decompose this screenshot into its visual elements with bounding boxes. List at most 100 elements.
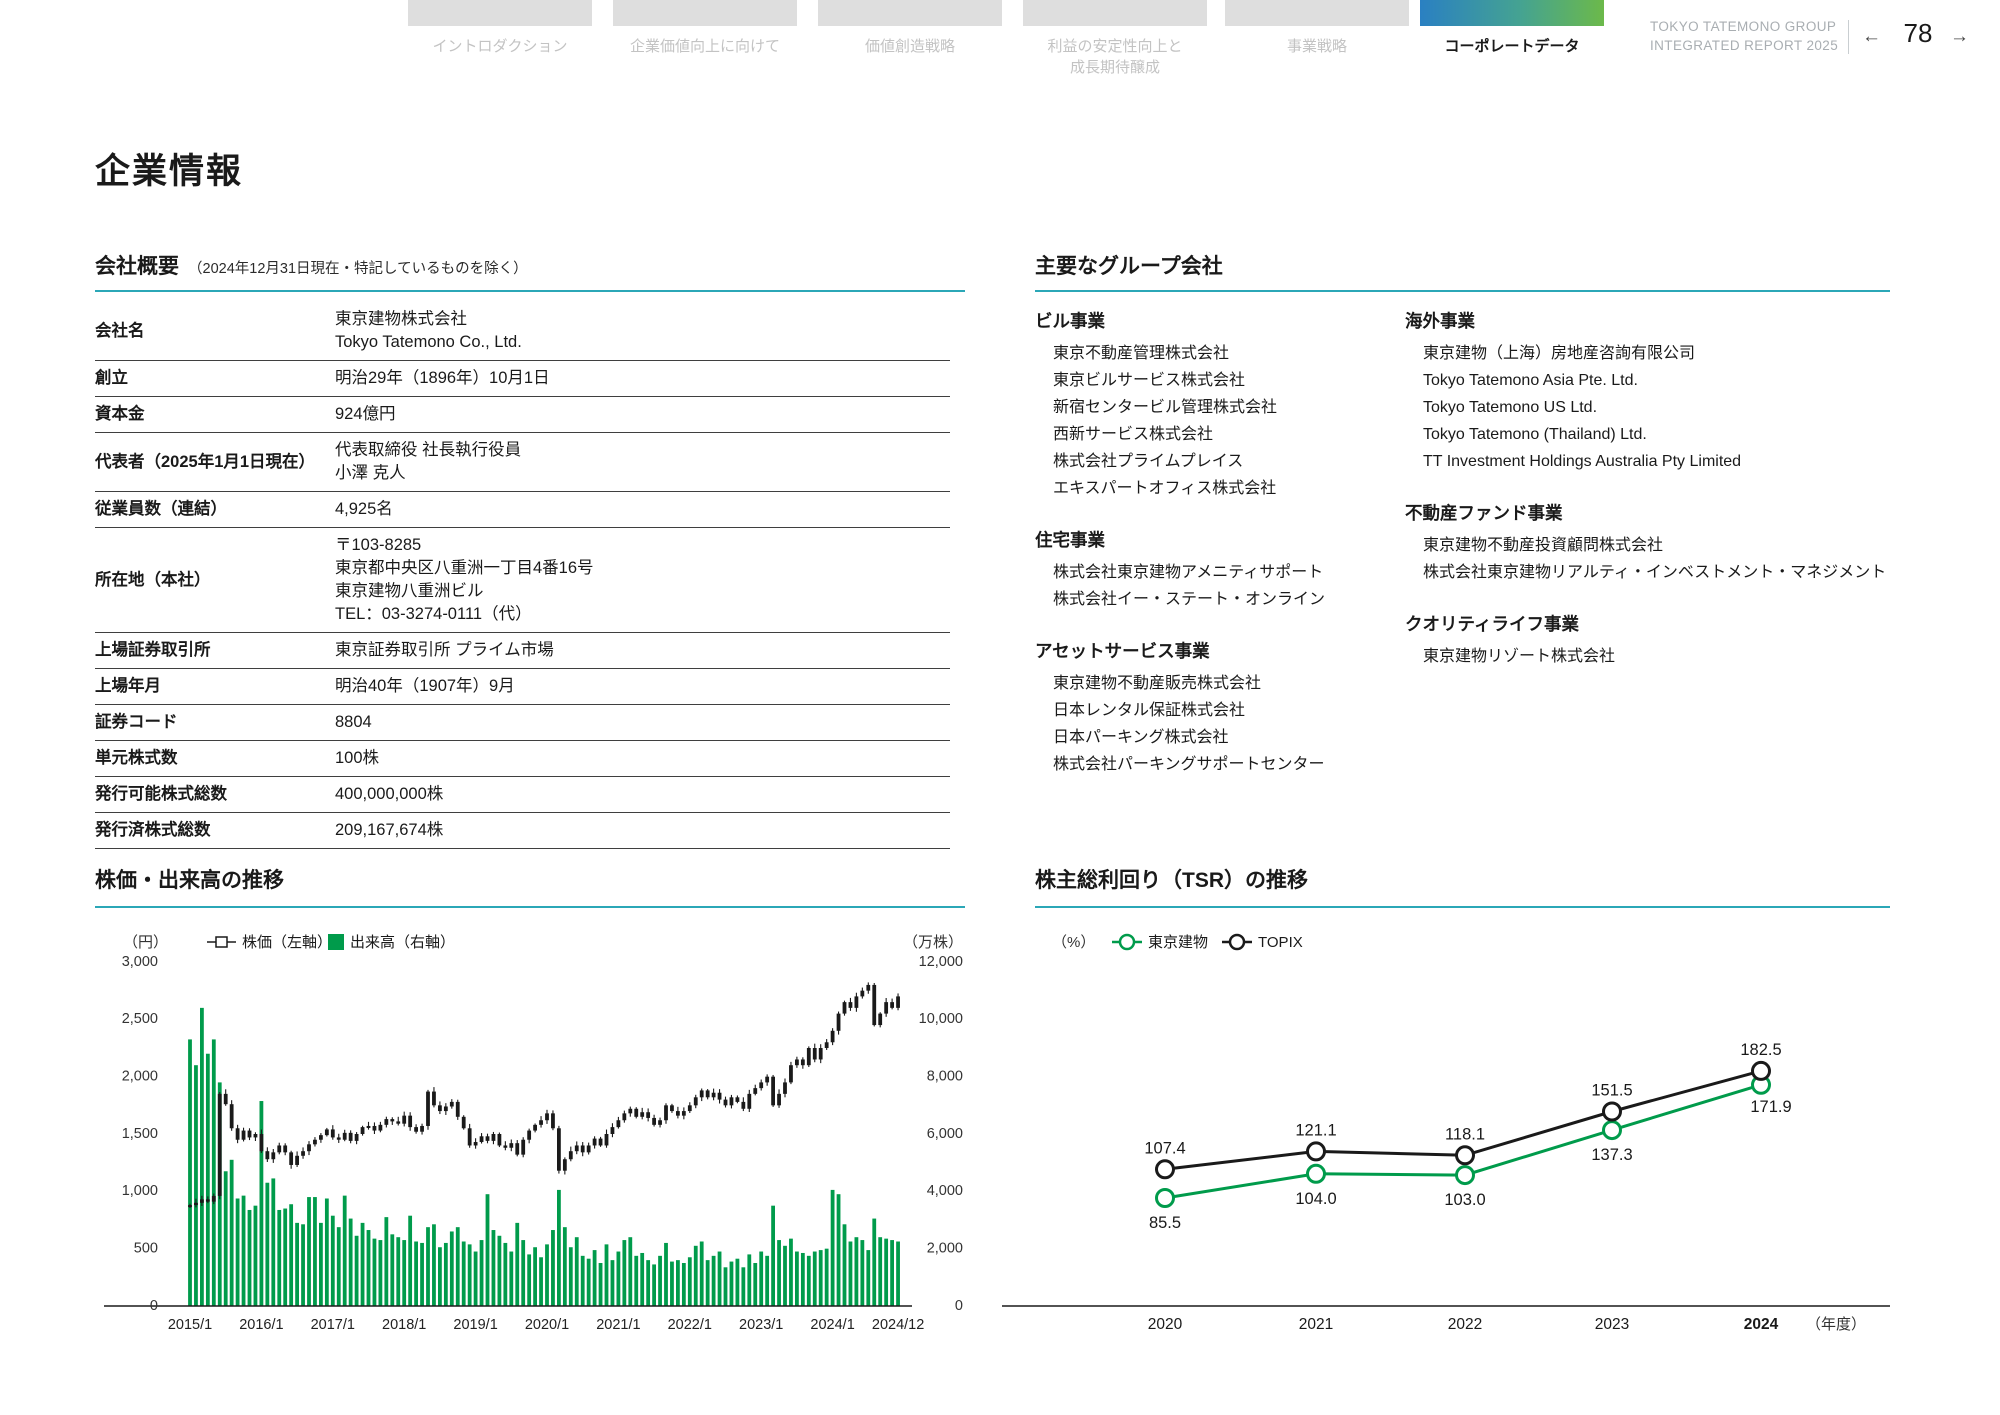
volume-bar bbox=[301, 1224, 305, 1306]
volume-bar bbox=[836, 1194, 841, 1306]
candle-body bbox=[384, 1119, 389, 1125]
x-axis-unit-label: （年度） bbox=[1806, 1316, 1866, 1333]
x-tick-label: 2020 bbox=[1148, 1316, 1183, 1333]
candle-body bbox=[301, 1151, 305, 1156]
tab-profit-stability[interactable]: 利益の安定性向上と 成長期待醸成 bbox=[1023, 0, 1207, 78]
row-value: 924億円 bbox=[335, 396, 950, 433]
candle-body bbox=[640, 1112, 645, 1117]
candle-body bbox=[681, 1111, 686, 1116]
company-overview-heading: 会社概要 （2024年12月31日現在・特記しているものを除く） bbox=[95, 250, 528, 280]
series-point bbox=[1602, 1101, 1622, 1122]
volume-bar bbox=[390, 1234, 395, 1306]
right-y-tick-label: 10,000 bbox=[919, 1011, 963, 1027]
left-y-tick-label: 2,500 bbox=[122, 1011, 158, 1027]
candle-body bbox=[759, 1082, 764, 1089]
business-category-label: 海外事業 bbox=[1405, 311, 1475, 331]
candle-body bbox=[741, 1101, 746, 1109]
stock-chart-title: 株価・出来高の推移 bbox=[95, 869, 284, 892]
candle-body bbox=[687, 1105, 692, 1112]
data-label-tokyo-tatemono: 103.0 bbox=[1444, 1191, 1485, 1209]
volume-bar bbox=[289, 1204, 294, 1306]
candle-body bbox=[670, 1105, 674, 1112]
candle-body bbox=[271, 1152, 276, 1160]
volume-bar bbox=[449, 1231, 454, 1306]
section-rule bbox=[1035, 290, 1890, 292]
tab-indicator-bar bbox=[408, 0, 592, 26]
business-category-label: ビル事業 bbox=[1035, 311, 1105, 331]
tab-label: 価値創造戦略 bbox=[864, 38, 955, 55]
volume-bar bbox=[592, 1250, 597, 1306]
candle-body bbox=[455, 1101, 460, 1117]
volume-bar bbox=[253, 1205, 258, 1306]
group-company-name: Tokyo Tatemono (Thailand) Ltd. bbox=[1423, 426, 1647, 443]
candle-body bbox=[783, 1082, 787, 1094]
candle-body bbox=[848, 1002, 853, 1008]
volume-bar bbox=[313, 1197, 317, 1306]
legend-label: 東京建物 bbox=[1148, 934, 1208, 951]
group-company-name: 東京建物リゾート株式会社 bbox=[1423, 648, 1616, 665]
volume-bar bbox=[336, 1227, 341, 1306]
group-companies-column-1: ビル事業 東京不動産管理株式会社 東京ビルサービス株式会社 新宿センタービル管理株式会… bbox=[1035, 308, 1395, 778]
group-companies-column-2: 海外事業 東京建物（上海）房地産咨詢有限公司 Tokyo Tatemono Asia… bbox=[1405, 308, 1895, 670]
candle-body bbox=[283, 1145, 288, 1153]
tsr-chart-title: 株主総利回り（TSR）の推移 bbox=[1035, 869, 1308, 892]
volume-bar bbox=[194, 1065, 198, 1306]
candle-body bbox=[812, 1048, 817, 1060]
group-company-name: 株式会社パーキングサポートセンター bbox=[1053, 756, 1325, 773]
tab-introduction[interactable]: イントロダクション bbox=[408, 0, 592, 57]
volume-bar bbox=[741, 1267, 746, 1306]
candle-body bbox=[800, 1059, 805, 1066]
candle-body bbox=[497, 1134, 502, 1146]
legend-label-stock-price: 株価（左軸） bbox=[242, 934, 332, 951]
candle-body bbox=[449, 1101, 454, 1107]
candle-body bbox=[628, 1108, 633, 1114]
section-rule bbox=[95, 906, 965, 908]
candle-body bbox=[896, 996, 900, 1008]
prev-page-arrow-icon[interactable]: ← bbox=[1862, 26, 1881, 47]
group-company-name: 株式会社東京建物アメニティサポート bbox=[1053, 564, 1324, 581]
x-tick-label: 2024/12 bbox=[872, 1317, 924, 1333]
tab-value-creation-strategy[interactable]: 価値創造戦略 bbox=[818, 0, 1002, 57]
volume-bar bbox=[295, 1222, 299, 1306]
candle-body bbox=[622, 1113, 627, 1121]
tab-corporate-value[interactable]: 企業価値向上に向けて bbox=[613, 0, 797, 57]
row-label: 資本金 bbox=[95, 396, 335, 433]
candle-body bbox=[610, 1127, 615, 1134]
group-company-name: Tokyo Tatemono Asia Pte. Ltd. bbox=[1423, 372, 1638, 389]
group-company-name: 日本レンタル保証株式会社 bbox=[1053, 702, 1246, 719]
left-y-tick-label: 500 bbox=[134, 1240, 158, 1256]
tab-corporate-data[interactable]: コーポレートデータ bbox=[1420, 0, 1604, 57]
candle-body bbox=[723, 1099, 728, 1106]
candle-body bbox=[443, 1106, 448, 1112]
candle-body bbox=[830, 1030, 835, 1043]
next-page-arrow-icon[interactable]: → bbox=[1950, 26, 1969, 47]
volume-bar bbox=[521, 1240, 526, 1306]
volume-bar bbox=[497, 1235, 502, 1306]
candle-body bbox=[604, 1134, 609, 1146]
volume-bar bbox=[539, 1257, 543, 1306]
candle-body bbox=[295, 1155, 299, 1165]
volume-bar bbox=[890, 1240, 894, 1306]
row-label: 発行済株式総数 bbox=[95, 812, 335, 849]
candle-body bbox=[884, 1002, 889, 1014]
x-tick-label: 2023/1 bbox=[739, 1317, 783, 1333]
row-value: 400,000,000株 bbox=[335, 776, 950, 813]
volume-bar bbox=[634, 1255, 639, 1306]
legend-label-volume: 出来高（右軸） bbox=[350, 934, 455, 951]
tab-business-strategy[interactable]: 事業戦略 bbox=[1225, 0, 1409, 57]
data-label-topix: 118.1 bbox=[1445, 1125, 1485, 1143]
right-y-tick-label: 4,000 bbox=[927, 1183, 963, 1199]
candle-body bbox=[806, 1048, 811, 1066]
group-company-name: 東京建物不動産投資顧問株式会社 bbox=[1423, 537, 1664, 554]
volume-bar bbox=[830, 1189, 835, 1306]
volume-bar bbox=[509, 1251, 514, 1306]
candle-body bbox=[860, 990, 865, 997]
data-label-tokyo-tatemono: 104.0 bbox=[1295, 1190, 1336, 1208]
volume-bar bbox=[800, 1252, 805, 1306]
candle-body bbox=[438, 1105, 442, 1112]
row-value: 209,167,674株 bbox=[335, 812, 950, 849]
candle-body bbox=[592, 1138, 597, 1146]
candle-body bbox=[354, 1134, 359, 1141]
volume-bar bbox=[723, 1267, 728, 1306]
candle-body bbox=[557, 1128, 561, 1171]
